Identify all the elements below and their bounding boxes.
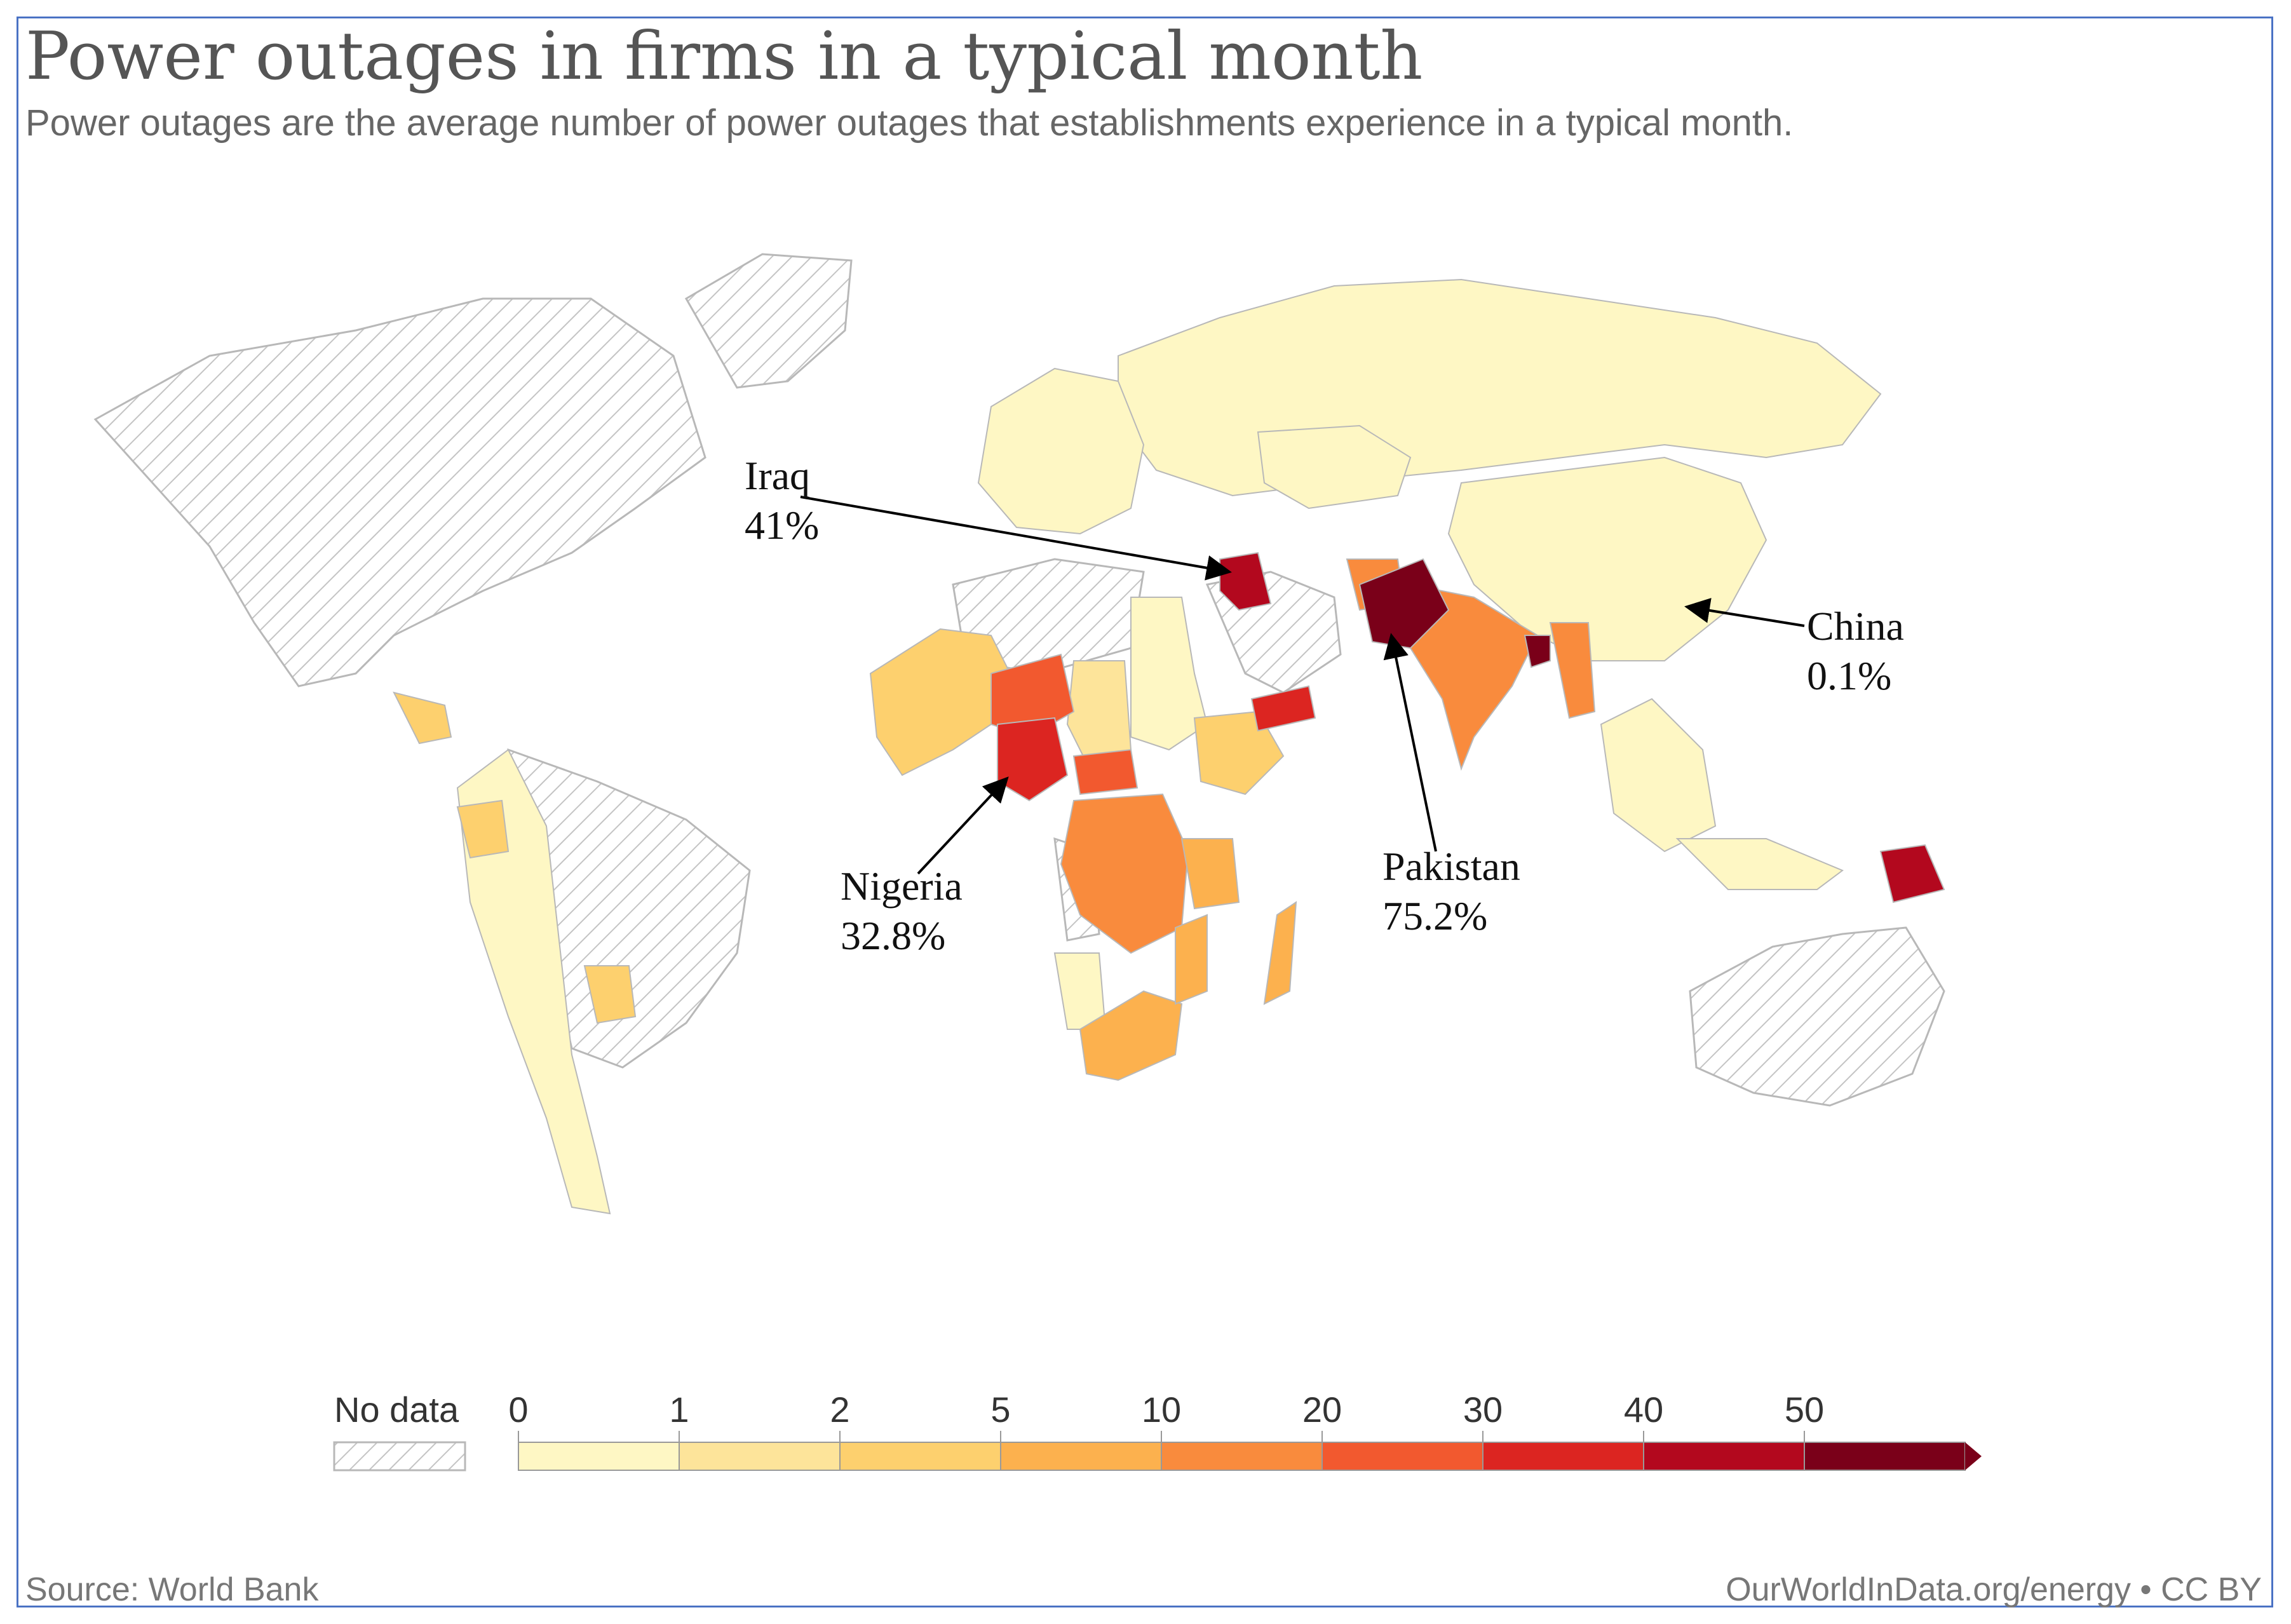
colombia-region	[456, 799, 510, 859]
china-label: China	[1807, 604, 1904, 649]
iraq-value: 41%	[745, 503, 819, 548]
legend-tick-label: 2	[830, 1390, 849, 1430]
bangladesh-region	[1524, 635, 1551, 668]
myanmar-region	[1549, 622, 1596, 719]
china-value: 0.1%	[1807, 653, 1891, 698]
legend-bin-0	[518, 1442, 680, 1471]
legend-tick-label: 10	[1142, 1390, 1181, 1430]
australia-region	[1689, 926, 1945, 1107]
legend-bin-3	[1000, 1442, 1162, 1471]
central-america-region	[393, 691, 452, 745]
legend-bin-7	[1643, 1442, 1805, 1471]
chad-region	[1066, 660, 1132, 764]
credit-link[interactable]: OurWorldInData.org/energy • CC BY	[1726, 1571, 2262, 1608]
chart-subtitle: Power outages are the average number of …	[25, 102, 1794, 144]
southeast-asia-region	[1600, 698, 1717, 853]
legend-tick-label: 20	[1302, 1390, 1342, 1430]
legend-tick-label: 5	[990, 1390, 1010, 1430]
south-africa-region	[1079, 990, 1183, 1081]
kazakhstan-region	[1257, 424, 1412, 510]
legend: No data 0 1 2 5 10 20 30 40 50	[333, 1390, 1982, 1472]
legend-bin-2	[839, 1442, 1001, 1471]
legend-tick-label: 50	[1785, 1390, 1824, 1430]
chart-title: Power outages in firms in a typical mont…	[25, 17, 1423, 95]
tanzania-region	[1180, 838, 1240, 910]
legend-no-data-label: No data	[334, 1390, 459, 1430]
iraq-region	[1219, 551, 1272, 611]
india-region	[1410, 583, 1539, 771]
legend-bin-5	[1321, 1442, 1483, 1471]
greenland-region	[684, 253, 853, 389]
source-note: Source: World Bank	[25, 1571, 319, 1608]
bin-0-1-regions	[456, 278, 1882, 1215]
annotation-arrows	[800, 496, 1805, 875]
legend-bin-6	[1482, 1442, 1644, 1471]
north-america-region	[93, 297, 706, 687]
legend-tick-label: 1	[669, 1390, 689, 1430]
legend-bin-8	[1804, 1442, 1966, 1471]
madagascar-region	[1263, 901, 1297, 1005]
bolivia-region	[583, 965, 637, 1024]
nigeria-region	[997, 717, 1069, 802]
namibia-region	[1053, 952, 1107, 1030]
bin-1-5-regions	[393, 424, 1412, 1024]
nigeria-label: Nigeria	[841, 863, 963, 909]
annotation-labels: Iraq 41% China 0.1% Nigeria 32.8% Pakist…	[745, 453, 1904, 958]
legend-bin-4	[1161, 1442, 1323, 1471]
bin-5-20-regions	[1060, 558, 1596, 1081]
iraq-arrow	[800, 496, 1232, 581]
pakistan-region	[1358, 558, 1450, 649]
legend-tick-label: 30	[1463, 1390, 1503, 1430]
legend-color-scale: 0 1 2 5 10 20 30 40 50	[508, 1390, 1982, 1471]
nigeria-value: 32.8%	[841, 913, 945, 958]
bin-20-plus-regions	[990, 551, 1945, 903]
nigeria-arrow	[917, 776, 1009, 875]
papua-new-guinea-region	[1879, 844, 1945, 903]
pakistan-arrow	[1383, 633, 1437, 852]
yemen-region	[1250, 685, 1316, 732]
ethiopia-region	[1193, 710, 1285, 795]
mozambique-region	[1175, 914, 1208, 1005]
china-arrow	[1684, 598, 1805, 627]
europe-region	[977, 367, 1145, 535]
legend-bin-1	[679, 1442, 841, 1471]
south-america-west-region	[456, 748, 611, 1215]
legend-tick-label: 0	[508, 1390, 528, 1430]
drc-region	[1060, 793, 1189, 954]
russia-region	[1118, 278, 1882, 497]
pakistan-label: Pakistan	[1382, 844, 1520, 889]
iraq-label: Iraq	[745, 453, 810, 498]
car-region	[1072, 748, 1139, 795]
legend-tick-label: 40	[1624, 1390, 1663, 1430]
pakistan-value: 75.2%	[1382, 893, 1487, 938]
indonesia-region	[1675, 838, 1844, 890]
legend-open-end-arrow	[1965, 1442, 1982, 1470]
legend-no-data-swatch	[333, 1441, 466, 1472]
